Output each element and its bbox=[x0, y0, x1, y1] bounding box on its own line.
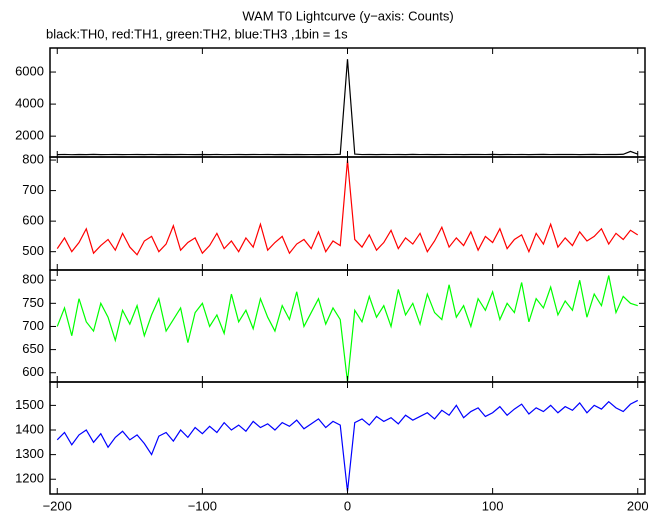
y-tick-label: 1400 bbox=[15, 421, 44, 436]
y-tick-label: 6000 bbox=[15, 63, 44, 78]
x-tick-label: −200 bbox=[43, 498, 72, 513]
y-tick-label: 700 bbox=[22, 182, 44, 197]
y-tick-label: 750 bbox=[22, 295, 44, 310]
panel-frame bbox=[49, 269, 646, 383]
x-tick-label: 0 bbox=[344, 498, 351, 513]
series-line bbox=[57, 59, 638, 156]
series-line bbox=[56, 159, 639, 256]
y-tick-label: 1200 bbox=[15, 471, 44, 486]
series-line bbox=[56, 399, 639, 492]
chart-subtitle: black:TH0, red:TH1, green:TH2, blue:TH3 … bbox=[46, 26, 348, 41]
y-tick-label: 600 bbox=[22, 364, 44, 379]
chart-title: WAM T0 Lightcurve (y−axis: Counts) bbox=[242, 8, 453, 23]
y-tick-label: 500 bbox=[22, 243, 44, 258]
x-tick-label: 200 bbox=[627, 498, 649, 513]
y-tick-label: 800 bbox=[22, 272, 44, 287]
y-tick-label: 650 bbox=[22, 341, 44, 356]
panel-frame bbox=[49, 156, 646, 271]
y-tick-label: 2000 bbox=[15, 128, 44, 143]
x-tick-label: 100 bbox=[482, 498, 504, 513]
y-tick-label: 700 bbox=[22, 318, 44, 333]
y-tick-label: 1500 bbox=[15, 397, 44, 412]
series-line bbox=[56, 275, 638, 382]
y-tick-label: 600 bbox=[22, 213, 44, 228]
x-tick-label: −100 bbox=[188, 498, 217, 513]
y-tick-label: 4000 bbox=[15, 96, 44, 111]
y-tick-label: 800 bbox=[22, 151, 44, 166]
y-tick-label: 1300 bbox=[15, 446, 44, 461]
